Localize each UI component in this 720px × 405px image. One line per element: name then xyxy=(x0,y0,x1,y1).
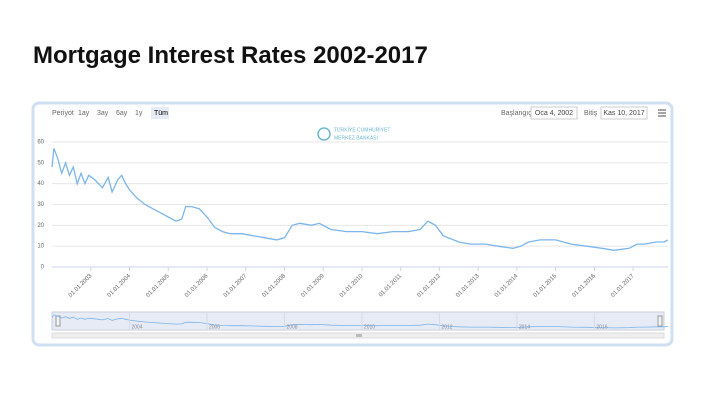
logo-text: TÜRKİYE CUMHURİYET xyxy=(334,126,390,133)
to-value[interactable]: Kas 10, 2017 xyxy=(603,110,644,117)
menu-icon[interactable] xyxy=(658,109,666,117)
navigator-tick-label: 2010 xyxy=(364,324,375,330)
range-button[interactable]: 1ay xyxy=(78,110,90,117)
from-label: Başlangıç xyxy=(501,110,532,117)
y-tick-label: 40 xyxy=(37,181,44,187)
logo-icon xyxy=(317,127,331,141)
range-button-bg xyxy=(151,107,169,119)
y-tick-label: 30 xyxy=(37,202,44,208)
y-tick-label: 20 xyxy=(37,223,44,229)
range-button[interactable]: 1y xyxy=(135,110,143,117)
slide-title: Mortgage Interest Rates 2002-2017 xyxy=(33,42,428,69)
navigator-tick-label: 2016 xyxy=(596,324,607,330)
y-tick-label: 0 xyxy=(41,265,45,271)
logo-text: MERKEZ BANKASI xyxy=(334,135,378,141)
range-button[interactable]: 3ay xyxy=(97,110,109,117)
navigator-tick-label: 2014 xyxy=(519,324,530,330)
navigator-handle[interactable] xyxy=(55,315,61,327)
y-tick-label: 60 xyxy=(37,140,44,146)
from-value[interactable]: Oca 4, 2002 xyxy=(535,110,573,117)
range-button[interactable]: 6ay xyxy=(116,110,128,117)
y-tick-label: 50 xyxy=(37,160,44,166)
navigator-tick-label: 2012 xyxy=(441,324,452,330)
from-input[interactable] xyxy=(530,106,578,120)
to-label: Bitiş xyxy=(584,110,598,117)
navigator-mask[interactable] xyxy=(51,311,665,331)
to-input[interactable] xyxy=(600,106,648,120)
navigator-tick-label: 2008 xyxy=(286,324,297,330)
range-button[interactable]: Tüm xyxy=(154,110,168,117)
chart-frame xyxy=(31,101,674,347)
line-series xyxy=(51,148,669,251)
navigator-tick-label: 2004 xyxy=(131,324,142,330)
navigator-handle[interactable] xyxy=(657,315,663,327)
range-label: Periyot xyxy=(52,110,74,117)
y-tick-label: 10 xyxy=(37,244,44,250)
navigator-tick-label: 2006 xyxy=(209,324,220,330)
navigator-series xyxy=(51,314,669,329)
scrollbar-thumb[interactable] xyxy=(356,334,362,337)
